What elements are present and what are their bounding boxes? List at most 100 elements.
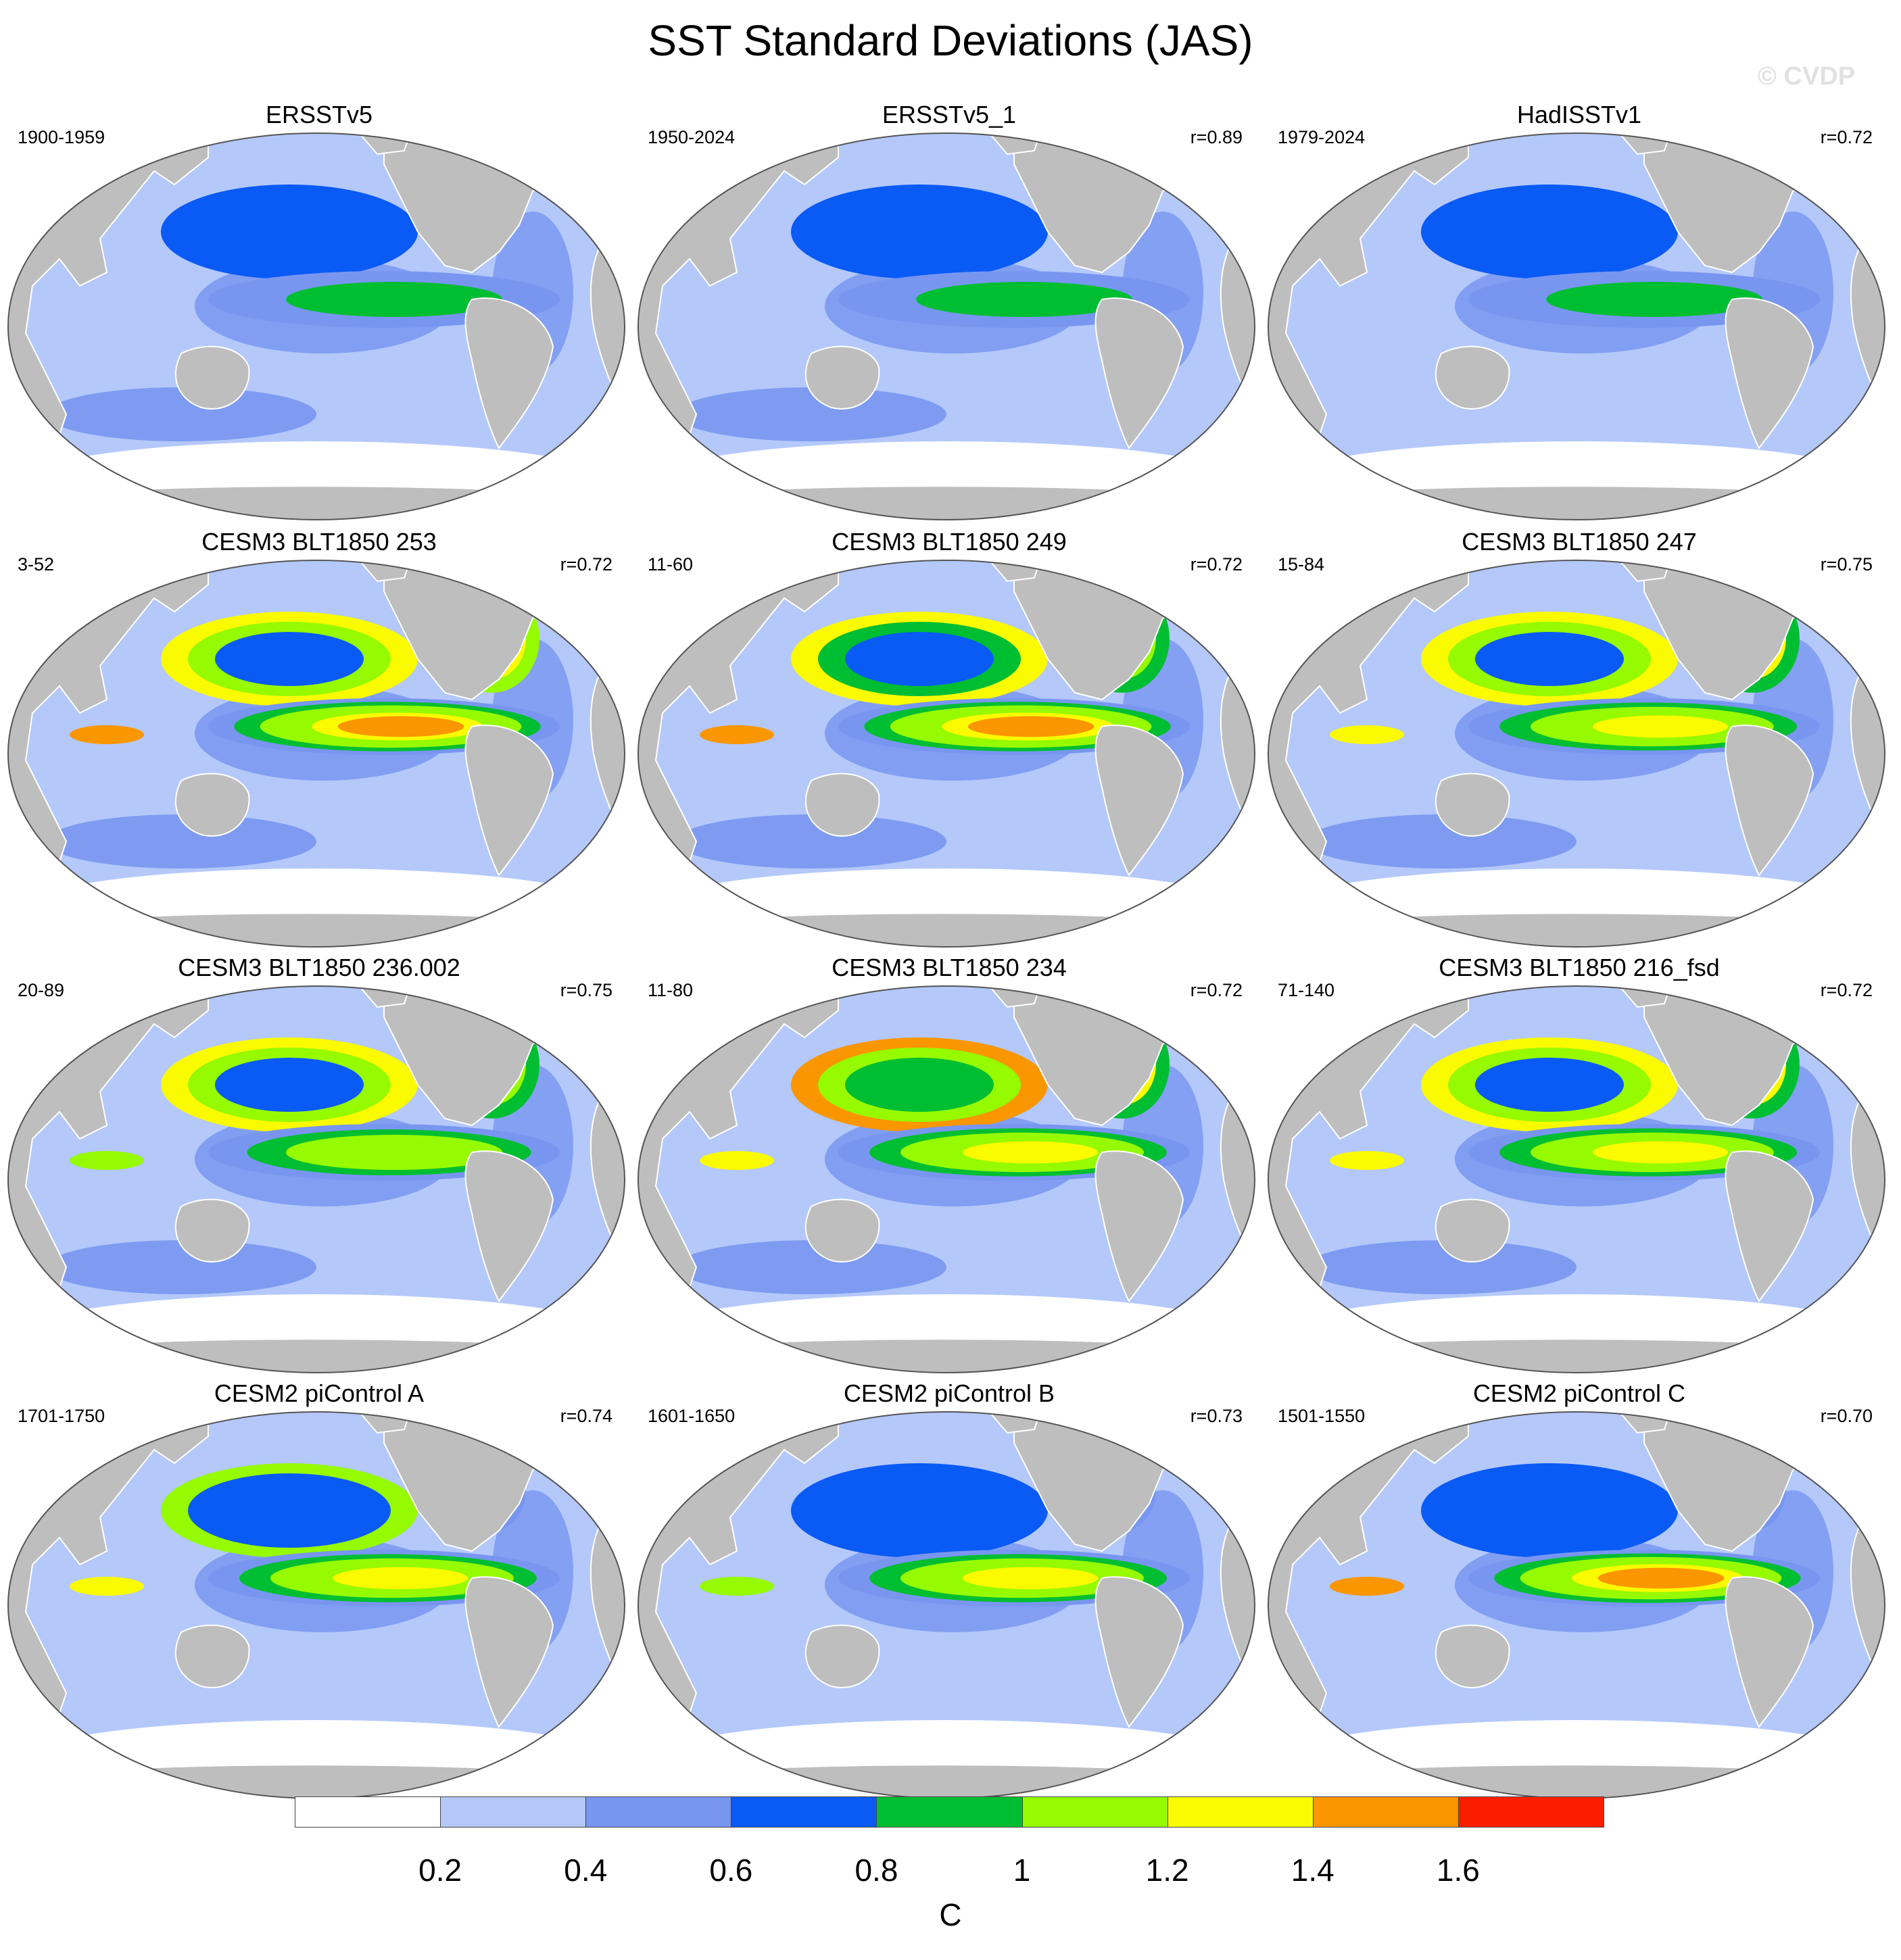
sst-map	[637, 985, 1255, 1373]
landmass	[464, 1576, 554, 1728]
map-outline	[637, 560, 1255, 948]
enso-tongue	[337, 716, 464, 737]
pattern-correlation: r=0.72	[1820, 127, 1873, 147]
panel-period: 15-84	[1278, 554, 1325, 574]
southern-ocean-field	[676, 814, 946, 868]
southern-ocean-field	[1306, 814, 1577, 868]
landmass	[174, 345, 250, 410]
enso-tongue	[963, 1567, 1098, 1590]
landmass	[1094, 297, 1184, 449]
map-outline	[7, 985, 625, 1373]
pattern-correlation: r=0.72	[1190, 980, 1243, 1000]
enso-tongue	[967, 716, 1094, 737]
panel-title: CESM3 BLT1850 216_fsd	[1439, 954, 1720, 981]
landmass	[1435, 1198, 1510, 1263]
map-panel: CESM3 BLT1850 247 15-84 r=0.75	[1266, 527, 1893, 952]
panel-period: 11-60	[648, 554, 694, 574]
colorbar-tick-label: 1	[1013, 1853, 1031, 1888]
map-outline	[1268, 985, 1885, 1373]
pattern-correlation: r=0.75	[1820, 554, 1873, 574]
colorbar-box	[1312, 1796, 1459, 1828]
colorbar-units: C	[939, 1897, 962, 1932]
enso-tongue	[1546, 282, 1762, 317]
north-pacific-anomaly	[161, 185, 418, 279]
landmass	[1725, 1150, 1814, 1302]
map-panel: ERSSTv5_1 1950-2024 r=0.89	[635, 100, 1263, 524]
colorbar-tick-label: 0.4	[564, 1853, 608, 1888]
map-panel: HadISSTv1 1979-2024 r=0.72	[1266, 100, 1893, 524]
southern-ocean-field	[1306, 1240, 1577, 1294]
landmass	[174, 1624, 250, 1688]
colorbar-box	[876, 1796, 1023, 1828]
landmass	[1435, 773, 1510, 837]
north-pacific-anomaly	[1421, 1463, 1678, 1558]
pattern-correlation: r=0.73	[1190, 1406, 1243, 1426]
panel-period: 1950-2024	[648, 127, 736, 147]
map-outline	[1268, 560, 1885, 948]
map-outline	[637, 985, 1255, 1373]
landmass	[804, 773, 880, 837]
indian-ocean-anomaly	[700, 1577, 774, 1596]
indian-ocean-anomaly	[1330, 1151, 1404, 1170]
sst-map	[7, 560, 625, 948]
panel-period: 1701-1750	[18, 1406, 105, 1426]
panel-period: 3-52	[18, 554, 55, 574]
enso-tongue	[1593, 715, 1728, 738]
southern-ocean-field	[46, 814, 316, 868]
panel-period: 1601-1650	[648, 1406, 736, 1426]
colorbar-box	[295, 1796, 441, 1828]
pattern-correlation: r=0.72	[1820, 980, 1873, 1000]
panel-period: 71-140	[1278, 980, 1335, 1000]
sst-map	[637, 1411, 1255, 1799]
north-pacific-anomaly	[845, 632, 994, 686]
panel-title: CESM3 BLT1850 236.002	[178, 954, 460, 981]
enso-tongue	[1593, 1141, 1728, 1164]
enso-tongue	[1597, 1567, 1725, 1589]
colorbar-box	[1458, 1796, 1604, 1828]
map-panel: CESM3 BLT1850 234 11-80 r=0.72	[635, 953, 1263, 1377]
indian-ocean-anomaly	[1330, 1577, 1404, 1596]
map-panel: CESM2 piControl B 1601-1650 r=0.73	[635, 1379, 1263, 1803]
landmass	[1435, 1624, 1510, 1688]
map-panel: CESM3 BLT1850 249 11-60 r=0.72	[635, 527, 1263, 952]
colorbar-tick-label: 0.6	[709, 1853, 753, 1888]
north-pacific-anomaly	[1475, 632, 1624, 686]
sst-map	[637, 132, 1255, 520]
colorbar-tick-label: 1.4	[1291, 1853, 1334, 1888]
landmass	[804, 345, 880, 410]
panel-title: CESM3 BLT1850 249	[832, 528, 1067, 556]
enso-tongue	[333, 1567, 468, 1590]
landmass	[1725, 297, 1814, 449]
landmass	[1094, 1150, 1184, 1302]
landmass	[804, 1198, 880, 1263]
colorbar-box	[440, 1796, 587, 1828]
north-pacific-anomaly	[791, 185, 1048, 279]
panel-title: ERSSTv5_1	[882, 101, 1017, 128]
map-panel: CESM2 piControl A 1701-1750 r=0.74	[5, 1379, 633, 1803]
pattern-correlation: r=0.72	[560, 554, 612, 574]
map-panel: CESM2 piControl C 1501-1550 r=0.70	[1266, 1379, 1893, 1803]
landmass	[1094, 1576, 1184, 1728]
sst-map	[1268, 132, 1885, 520]
indian-ocean-anomaly	[700, 1151, 774, 1170]
southern-ocean-field	[1306, 1666, 1577, 1720]
pattern-correlation: r=0.74	[560, 1406, 612, 1426]
panel-title: ERSSTv5	[265, 101, 373, 128]
colorbar-tick-label: 1.6	[1436, 1853, 1480, 1888]
enso-tongue	[963, 1141, 1098, 1164]
landmass	[1725, 1576, 1814, 1728]
panel-title: CESM3 BLT1850 253	[201, 528, 437, 556]
colorbar-tick-label: 0.8	[855, 1853, 898, 1888]
landmass	[174, 1198, 250, 1263]
map-panel: CESM3 BLT1850 216_fsd 71-140 r=0.72	[1266, 953, 1893, 1377]
southern-ocean-field	[676, 387, 946, 441]
colorbar	[295, 1796, 1604, 1829]
landmass	[1725, 725, 1814, 877]
colorbar-box	[1021, 1796, 1168, 1828]
indian-ocean-anomaly	[1330, 725, 1404, 744]
landmass	[464, 297, 554, 449]
north-pacific-anomaly	[215, 632, 364, 686]
southern-ocean-field	[46, 1666, 316, 1720]
panel-title: CESM2 piControl B	[843, 1379, 1055, 1407]
landmass	[174, 773, 250, 837]
